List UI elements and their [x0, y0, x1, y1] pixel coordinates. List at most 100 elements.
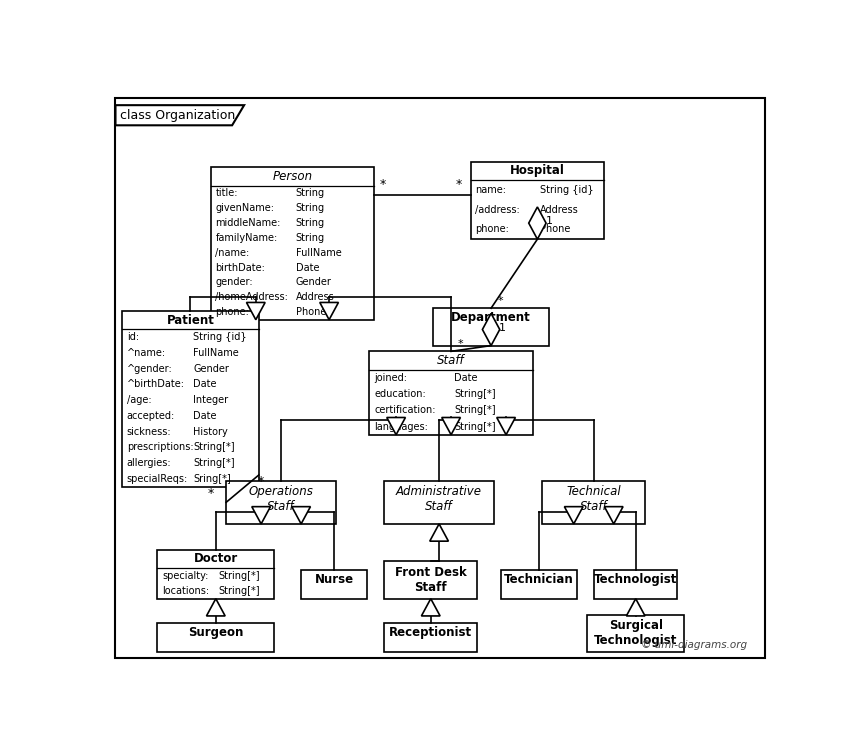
Bar: [157, 550, 274, 598]
Text: /name:: /name:: [216, 248, 249, 258]
Polygon shape: [430, 524, 448, 541]
Text: *: *: [379, 178, 385, 190]
Text: locations:: locations:: [163, 586, 209, 596]
Text: sickness:: sickness:: [126, 427, 171, 436]
Text: /age:: /age:: [126, 395, 151, 405]
Text: Gender: Gender: [296, 277, 332, 288]
Text: Phone: Phone: [296, 307, 326, 317]
Text: Date: Date: [194, 379, 217, 389]
Text: specialty:: specialty:: [163, 571, 208, 581]
Text: © uml-diagrams.org: © uml-diagrams.org: [642, 640, 747, 651]
Text: Hospital: Hospital: [510, 164, 565, 177]
Polygon shape: [605, 506, 623, 524]
Text: Phone: Phone: [540, 224, 570, 235]
Text: Patient: Patient: [167, 314, 214, 326]
Text: 1: 1: [499, 323, 506, 332]
Text: String[*]: String[*]: [454, 389, 496, 399]
Text: FullName: FullName: [296, 248, 341, 258]
Text: Doctor: Doctor: [194, 553, 238, 565]
Text: *: *: [207, 486, 214, 500]
Polygon shape: [626, 598, 645, 616]
Text: Surgical
Technologist: Surgical Technologist: [594, 619, 678, 647]
Text: Technologist: Technologist: [594, 573, 678, 586]
Text: ^birthDate:: ^birthDate:: [126, 379, 185, 389]
Text: Nurse: Nurse: [315, 573, 353, 586]
Text: allergies:: allergies:: [126, 458, 171, 468]
Bar: [211, 167, 374, 320]
Text: Date: Date: [296, 263, 319, 273]
Text: *: *: [498, 297, 503, 306]
Text: Receptionist: Receptionist: [390, 626, 472, 639]
Polygon shape: [497, 418, 515, 435]
Text: Date: Date: [194, 411, 217, 421]
Text: FullName: FullName: [194, 348, 239, 358]
Text: ^name:: ^name:: [126, 348, 166, 358]
Bar: [122, 311, 259, 486]
Text: /homeAddress:: /homeAddress:: [216, 292, 288, 303]
Polygon shape: [442, 418, 460, 435]
Bar: [433, 309, 550, 346]
Text: Integer: Integer: [194, 395, 229, 405]
Polygon shape: [421, 598, 440, 616]
Text: Department: Department: [452, 311, 531, 324]
Polygon shape: [206, 598, 225, 616]
Polygon shape: [292, 506, 310, 524]
Text: 1: 1: [545, 216, 552, 226]
Text: Date: Date: [454, 373, 478, 383]
Text: String[*]: String[*]: [454, 421, 496, 432]
Text: String: String: [296, 218, 325, 228]
Text: String {id}: String {id}: [194, 332, 247, 342]
Text: Administrative
Staff: Administrative Staff: [396, 485, 482, 513]
Text: title:: title:: [216, 188, 238, 198]
Text: certification:: certification:: [374, 406, 436, 415]
Text: prescriptions:: prescriptions:: [126, 442, 194, 452]
Text: /address:: /address:: [476, 205, 520, 214]
Text: Operations
Staff: Operations Staff: [249, 485, 314, 513]
Bar: [594, 570, 678, 598]
Text: name:: name:: [476, 185, 507, 195]
Text: Technician: Technician: [504, 573, 574, 586]
Text: phone:: phone:: [216, 307, 249, 317]
Bar: [501, 570, 577, 598]
Bar: [470, 161, 604, 239]
Text: String[*]: String[*]: [194, 458, 235, 468]
Text: *: *: [456, 178, 463, 190]
Polygon shape: [482, 314, 500, 346]
Bar: [226, 481, 336, 524]
Text: String: String: [296, 188, 325, 198]
Bar: [157, 624, 274, 652]
Text: Technical
Staff: Technical Staff: [567, 485, 621, 513]
Text: ^gender:: ^gender:: [126, 364, 173, 374]
Bar: [384, 561, 477, 598]
Text: String[*]: String[*]: [194, 442, 235, 452]
Text: String: String: [296, 233, 325, 243]
Text: phone:: phone:: [476, 224, 509, 235]
Text: String: String: [296, 203, 325, 213]
Text: Front Desk
Staff: Front Desk Staff: [395, 565, 467, 594]
Bar: [542, 481, 645, 524]
Polygon shape: [252, 506, 270, 524]
Text: languages:: languages:: [374, 421, 428, 432]
Bar: [384, 624, 477, 652]
Text: middleName:: middleName:: [216, 218, 281, 228]
Polygon shape: [564, 506, 583, 524]
Polygon shape: [320, 303, 339, 320]
Bar: [384, 481, 494, 524]
Text: accepted:: accepted:: [126, 411, 175, 421]
Text: Address: Address: [540, 205, 579, 214]
Polygon shape: [529, 207, 546, 239]
Text: id:: id:: [126, 332, 139, 342]
Text: gender:: gender:: [216, 277, 253, 288]
Bar: [301, 570, 367, 598]
Bar: [370, 351, 532, 435]
Text: birthDate:: birthDate:: [216, 263, 266, 273]
Text: class Organization: class Organization: [120, 109, 235, 122]
Text: String[*]: String[*]: [454, 406, 496, 415]
Text: History: History: [194, 427, 228, 436]
Text: String[*]: String[*]: [218, 586, 260, 596]
Text: Person: Person: [273, 170, 312, 183]
Text: String[*]: String[*]: [218, 571, 260, 581]
Text: Staff: Staff: [437, 354, 465, 367]
Text: Surgeon: Surgeon: [188, 626, 243, 639]
Text: Address: Address: [296, 292, 335, 303]
